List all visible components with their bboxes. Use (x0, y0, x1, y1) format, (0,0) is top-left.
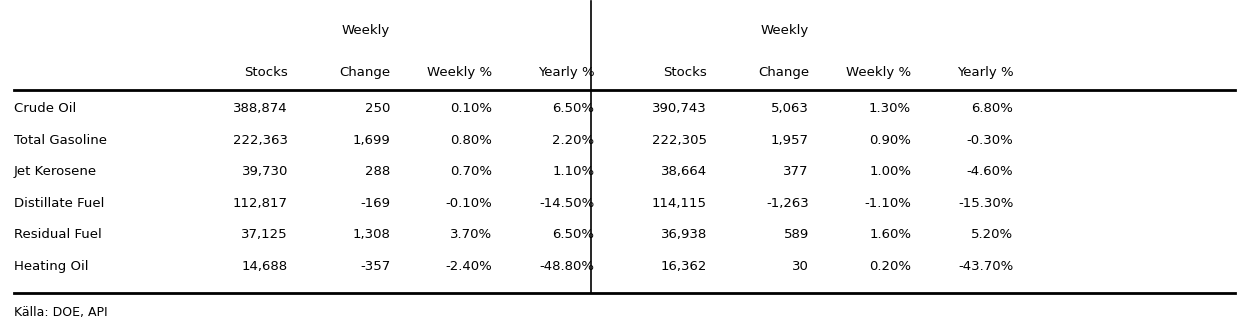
Text: Crude Oil: Crude Oil (14, 102, 76, 115)
Text: 114,115: 114,115 (652, 197, 707, 210)
Text: Change: Change (758, 65, 809, 78)
Text: Weekly %: Weekly % (427, 65, 492, 78)
Text: 0.20%: 0.20% (869, 260, 911, 272)
Text: 288: 288 (365, 165, 390, 178)
Text: 36,938: 36,938 (661, 228, 707, 241)
Text: 6.50%: 6.50% (552, 102, 595, 115)
Text: 6.50%: 6.50% (552, 228, 595, 241)
Text: 6.80%: 6.80% (972, 102, 1013, 115)
Text: 38,664: 38,664 (661, 165, 707, 178)
Text: 1.30%: 1.30% (869, 102, 911, 115)
Text: Yearly %: Yearly % (957, 65, 1013, 78)
Text: 250: 250 (365, 102, 390, 115)
Text: Yearly %: Yearly % (538, 65, 595, 78)
Text: Change: Change (338, 65, 390, 78)
Text: 222,363: 222,363 (234, 134, 289, 147)
Text: 37,125: 37,125 (241, 228, 289, 241)
Text: 1,957: 1,957 (771, 134, 809, 147)
Text: Källa: DOE, API: Källa: DOE, API (14, 306, 107, 319)
Text: 222,305: 222,305 (652, 134, 707, 147)
Text: -48.80%: -48.80% (540, 260, 595, 272)
Text: -0.10%: -0.10% (446, 197, 492, 210)
Text: 1.10%: 1.10% (552, 165, 595, 178)
Text: 0.70%: 0.70% (451, 165, 492, 178)
Text: Distillate Fuel: Distillate Fuel (14, 197, 104, 210)
Text: Residual Fuel: Residual Fuel (14, 228, 101, 241)
Text: Weekly %: Weekly % (846, 65, 911, 78)
Text: 5.20%: 5.20% (972, 228, 1013, 241)
Text: -1.10%: -1.10% (864, 197, 911, 210)
Text: Jet Kerosene: Jet Kerosene (14, 165, 97, 178)
Text: 16,362: 16,362 (661, 260, 707, 272)
Text: -4.60%: -4.60% (967, 165, 1013, 178)
Text: 112,817: 112,817 (234, 197, 289, 210)
Text: 388,874: 388,874 (234, 102, 289, 115)
Text: -0.30%: -0.30% (967, 134, 1013, 147)
Text: -43.70%: -43.70% (958, 260, 1013, 272)
Text: 30: 30 (792, 260, 809, 272)
Text: 39,730: 39,730 (241, 165, 289, 178)
Text: 1,308: 1,308 (352, 228, 390, 241)
Text: Total Gasoline: Total Gasoline (14, 134, 107, 147)
Text: 3.70%: 3.70% (451, 228, 492, 241)
Text: -1,263: -1,263 (766, 197, 809, 210)
Text: Stocks: Stocks (245, 65, 289, 78)
Text: 14,688: 14,688 (242, 260, 289, 272)
Text: -169: -169 (360, 197, 390, 210)
Text: Stocks: Stocks (663, 65, 707, 78)
Text: 1.60%: 1.60% (869, 228, 911, 241)
Text: 589: 589 (783, 228, 809, 241)
Text: 390,743: 390,743 (652, 102, 707, 115)
Text: -2.40%: -2.40% (446, 260, 492, 272)
Text: 377: 377 (783, 165, 809, 178)
Text: 2.20%: 2.20% (552, 134, 595, 147)
Text: 5,063: 5,063 (771, 102, 809, 115)
Text: -14.50%: -14.50% (540, 197, 595, 210)
Text: -15.30%: -15.30% (958, 197, 1013, 210)
Text: 0.90%: 0.90% (869, 134, 911, 147)
Text: Weekly: Weekly (342, 24, 390, 37)
Text: 0.10%: 0.10% (451, 102, 492, 115)
Text: Heating Oil: Heating Oil (14, 260, 89, 272)
Text: 1,699: 1,699 (352, 134, 390, 147)
Text: -357: -357 (360, 260, 390, 272)
Text: 0.80%: 0.80% (451, 134, 492, 147)
Text: Weekly: Weekly (761, 24, 809, 37)
Text: 1.00%: 1.00% (869, 165, 911, 178)
